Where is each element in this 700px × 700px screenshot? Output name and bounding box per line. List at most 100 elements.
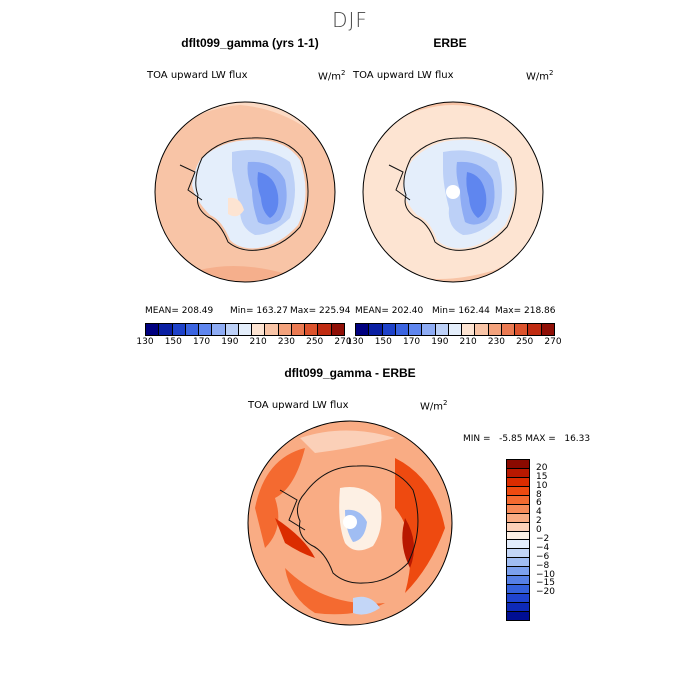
colorbar-swatch [507, 513, 529, 523]
colorbar-tick-label: 250 [516, 337, 534, 347]
diff-units-label: W/m2 [420, 399, 448, 413]
model-ross-sea [228, 197, 244, 217]
diff-warm-east [395, 458, 445, 593]
colorbar-swatch [448, 324, 463, 335]
diff-warm-south [285, 568, 385, 615]
colorbar-tick-label: 270 [334, 337, 352, 347]
colorbar-swatch [507, 531, 529, 541]
obs-units-label: W/m2 [526, 69, 554, 83]
colorbar-tick-label: 8 [536, 489, 542, 500]
diff-north-light [300, 430, 395, 453]
colorbar-tick-label: 130 [136, 337, 154, 347]
colorbar-swatch [507, 460, 529, 469]
model-units-label: W/m2 [318, 69, 346, 83]
colorbar-swatch [291, 324, 306, 335]
colorbar-swatch [507, 549, 529, 559]
colorbar-tick-label: 170 [402, 337, 421, 347]
colorbar-swatch [462, 324, 476, 335]
colorbar-swatch [395, 324, 410, 335]
model-max: Max= 225.94 [290, 306, 351, 316]
colorbar-tick-label: 10 [536, 480, 548, 491]
colorbar-swatch [252, 324, 266, 335]
colorbar-swatch [507, 567, 529, 577]
colorbar-tick-label: 190 [221, 337, 239, 347]
diff-warm-west [255, 448, 305, 548]
colorbar-swatch [507, 558, 529, 568]
model-map-border [154, 101, 336, 283]
model-variable-label: TOA upward LW flux [147, 70, 248, 81]
colorbar-tick-label: 20 [536, 462, 548, 473]
diff-colorbar [506, 459, 530, 621]
colorbar-tick-label: −15 [536, 578, 555, 589]
colorbar-tick-label: −4 [536, 542, 550, 553]
colorbar-swatch [501, 324, 516, 335]
colorbar-swatch [507, 540, 529, 550]
colorbar-swatch [507, 486, 529, 496]
obs-colorbar [355, 323, 555, 336]
colorbar-swatch [507, 576, 529, 586]
obs-panel-title: ERBE [433, 36, 467, 50]
colorbar-swatch [507, 504, 529, 514]
diff-map-border [247, 420, 453, 626]
obs-plateau-min [466, 172, 487, 218]
colorbar-swatch [356, 324, 370, 335]
colorbar-tick-label: 190 [431, 337, 449, 347]
figure-title: DJF [332, 8, 368, 32]
colorbar-tick-label: 6 [536, 498, 542, 509]
colorbar-tick-label: −10 [536, 569, 555, 580]
colorbar-swatch [515, 324, 529, 335]
colorbar-tick-label: 170 [192, 337, 211, 347]
obs-colorbar-labels: 130 150 170 190 210 230 250 270 [346, 337, 561, 349]
colorbar-swatch [331, 324, 344, 335]
diff-colorbar-labels: 20 15 10 8 6 4 2 0 −2 −4 −6 −8 −10 −15 −20 [536, 459, 576, 621]
colorbar-swatch [199, 324, 213, 335]
colorbar-swatch [507, 477, 529, 487]
colorbar-tick-label: 250 [306, 337, 324, 347]
colorbar-swatch [541, 324, 554, 335]
colorbar-swatch [507, 611, 529, 620]
model-coastline [179, 137, 309, 251]
colorbar-tick-label: 150 [374, 337, 392, 347]
colorbar-swatch [369, 324, 383, 335]
colorbar-swatch [422, 324, 436, 335]
colorbar-swatch [318, 324, 332, 335]
diff-variable-label: TOA upward LW flux [248, 400, 349, 411]
colorbar-swatch [528, 324, 542, 335]
colorbar-swatch [238, 324, 253, 335]
model-panel-title: dflt099_gamma (yrs 1-1) [181, 36, 319, 50]
obs-max: Max= 218.86 [495, 306, 556, 316]
colorbar-swatch [278, 324, 292, 335]
colorbar-tick-label: −6 [536, 551, 550, 562]
obs-polar-map [362, 101, 544, 283]
obs-min: Min= 162.44 [432, 306, 490, 316]
colorbar-tick-label: 230 [277, 337, 296, 347]
obs-polar-gap [446, 185, 460, 199]
colorbar-tick-label: 210 [249, 337, 267, 347]
colorbar-swatch [507, 585, 529, 595]
obs-variable-label: TOA upward LW flux [353, 70, 454, 81]
colorbar-swatch [507, 495, 529, 505]
colorbar-tick-label: 270 [544, 337, 562, 347]
model-colorbar [145, 323, 345, 336]
colorbar-swatch [172, 324, 186, 335]
obs-coastline [388, 137, 517, 251]
colorbar-swatch [382, 324, 396, 335]
diff-panel-title: dflt099_gamma - ERBE [284, 366, 416, 380]
colorbar-swatch [507, 522, 529, 532]
colorbar-swatch [159, 324, 173, 335]
colorbar-swatch [435, 324, 449, 335]
colorbar-swatch [488, 324, 502, 335]
colorbar-tick-label: 130 [346, 337, 364, 347]
colorbar-swatch [305, 324, 319, 335]
model-polar-map [154, 101, 336, 283]
colorbar-swatch [507, 603, 529, 612]
colorbar-tick-label: 150 [164, 337, 182, 347]
colorbar-tick-label: 0 [536, 525, 542, 536]
colorbar-swatch [225, 324, 239, 335]
model-mean: MEAN= 208.49 [145, 306, 214, 316]
colorbar-tick-label: 230 [487, 337, 506, 347]
colorbar-tick-label: −2 [536, 534, 550, 544]
colorbar-tick-label: 15 [536, 471, 548, 482]
colorbar-swatch [507, 468, 529, 478]
diff-south-negative [353, 596, 380, 615]
